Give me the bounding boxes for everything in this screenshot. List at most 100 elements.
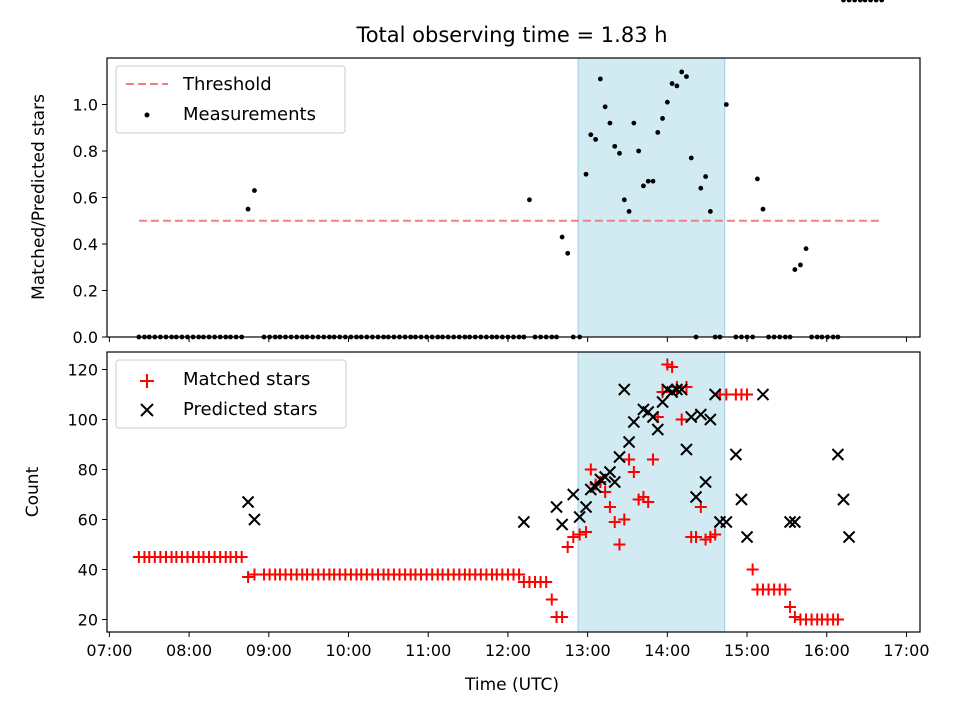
matched-star-marker <box>584 463 597 476</box>
measurement-point <box>852 0 858 3</box>
legend-measurements-label: Measurements <box>183 104 316 125</box>
matched-star-marker <box>690 531 703 543</box>
matched-star-marker <box>235 551 248 563</box>
top-legend-box <box>115 65 346 134</box>
measurement-point <box>862 0 868 3</box>
predicted-star-marker <box>756 388 770 401</box>
bottom-legend: Matched stars Predicted stars <box>115 359 347 429</box>
measurement-point <box>645 178 651 184</box>
legend-measurements-marker <box>144 112 150 118</box>
matched-star-marker <box>788 611 801 623</box>
measurement-point <box>760 206 766 212</box>
measurement-point <box>857 0 863 3</box>
measurement-point <box>602 104 608 110</box>
x-tick-label: 12:00 <box>485 641 531 660</box>
predicted-star-marker <box>670 383 684 396</box>
predicted-star-marker <box>627 415 641 429</box>
predicted-star-marker <box>579 500 593 514</box>
y-tick-label: 0.6 <box>73 189 98 208</box>
predicted-star-marker <box>735 493 748 506</box>
matched-star-marker <box>513 568 526 581</box>
measurement-point <box>617 150 622 156</box>
measurement-point <box>698 185 704 191</box>
measurement-point <box>559 234 565 240</box>
matched-star-marker <box>680 381 693 393</box>
top-legend: Threshold Measurements <box>115 65 346 134</box>
predicted-star-marker <box>704 413 717 426</box>
y-tick-label: 100 <box>67 411 98 430</box>
y-tick-label: 0.2 <box>73 282 98 301</box>
measurement-point <box>841 0 846 3</box>
predicted-star-marker <box>694 408 708 421</box>
predicted-star-marker <box>517 515 531 529</box>
top-y-ticks: 0.0 0.2 0.4 0.6 0.8 1.0 <box>73 96 107 347</box>
measurement-point <box>798 262 803 268</box>
matched-star-marker <box>603 501 616 513</box>
y-tick-label: 0.4 <box>73 235 98 254</box>
measurement-point <box>660 116 665 121</box>
predicted-star-marker <box>831 448 845 461</box>
predicted-star-marker <box>685 410 698 424</box>
y-tick-label: 20 <box>78 611 98 630</box>
predicted-star-marker <box>622 435 636 449</box>
x-axis-label: Time (UTC) <box>464 675 559 695</box>
predicted-star-marker <box>646 410 660 424</box>
bottom-panel: 20 40 60 80 100 120 07:00 08:00 09:00 10:00 11:00… <box>23 352 930 695</box>
top-y-axis-label: Matched/Predicted stars <box>29 94 49 300</box>
measurement-points <box>136 0 885 340</box>
measurement-point <box>612 143 618 149</box>
predicted-star-marker <box>708 388 722 401</box>
y-tick-label: 120 <box>67 361 98 380</box>
matched-star-marker <box>779 583 792 596</box>
measurement-point <box>655 130 661 135</box>
x-tick-label: 13:00 <box>565 641 611 660</box>
predicted-star-marker <box>689 490 703 504</box>
predicted-star-marker <box>842 530 856 544</box>
predicted-star-marker <box>241 495 255 509</box>
measurement-point <box>684 74 689 79</box>
measurement-point <box>565 250 571 256</box>
measurement-point <box>597 76 603 82</box>
measurement-point <box>650 178 656 184</box>
measurement-point <box>664 99 670 105</box>
matched-star-marker <box>618 513 631 526</box>
matched-star-marker <box>741 388 754 401</box>
measurement-point <box>688 155 694 161</box>
x-tick-label: 09:00 <box>246 641 292 660</box>
predicted-star-marker <box>651 423 664 436</box>
matched-star-marker <box>556 611 569 623</box>
matched-star-marker <box>580 526 593 538</box>
predicted-star-marker <box>248 513 261 526</box>
legend-predicted-marker <box>140 403 154 417</box>
bottom-legend-box <box>115 359 347 429</box>
predicted-star-marker <box>788 515 802 529</box>
matched-star-marker <box>573 528 586 541</box>
matched-star-marker <box>666 361 679 373</box>
predicted-star-marker <box>783 515 797 529</box>
predicted-star-marker <box>740 530 754 544</box>
measurement-point <box>755 176 760 182</box>
predicted-star-marker <box>613 450 626 464</box>
bottom-y-axis-label: Count <box>23 466 43 517</box>
legend-matched-marker <box>140 374 154 388</box>
measurement-point <box>873 0 879 3</box>
matched-star-marker <box>608 516 621 528</box>
predicted-star-marker <box>567 488 580 501</box>
matched-star-marker <box>242 571 255 583</box>
legend-predicted-label: Predicted stars <box>183 399 317 420</box>
x-tick-label: 11:00 <box>405 641 451 660</box>
predicted-star-marker <box>589 480 602 494</box>
bottom-axes-frame <box>106 351 921 633</box>
matched-stars-points <box>133 359 844 626</box>
matched-star-marker <box>623 453 636 466</box>
predicted-star-marker <box>680 443 693 456</box>
measurement-point <box>621 197 627 203</box>
measurement-point <box>583 171 589 177</box>
matched-star-marker <box>613 538 626 551</box>
measurement-point <box>593 136 598 142</box>
bottom-y-ticks: 20 40 60 80 100 120 <box>67 361 107 630</box>
y-tick-label: 0.0 <box>73 328 98 347</box>
predicted-star-marker <box>550 500 563 514</box>
y-tick-label: 80 <box>78 461 98 480</box>
